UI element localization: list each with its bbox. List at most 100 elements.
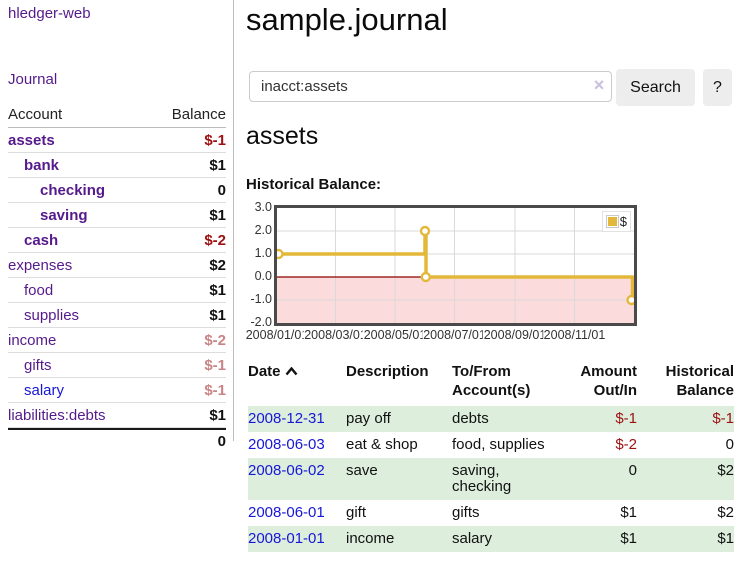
gridlines [277, 208, 634, 323]
transaction-description: gift [346, 504, 367, 521]
account-link[interactable]: gifts [24, 356, 52, 374]
account-balance: $-1 [204, 381, 226, 399]
account-link[interactable]: food [24, 281, 54, 299]
transaction-balance: $2 [717, 504, 734, 521]
account-column-header: To/From Account(s) [452, 363, 531, 399]
x-axis-tick: 2008/03/01 [303, 328, 368, 342]
account-balance: $-1 [204, 356, 226, 374]
account-row-assets: assets $-1 [8, 128, 226, 153]
transaction-balance: 0 [725, 436, 734, 453]
transaction-amount: $-1 [615, 410, 637, 427]
account-row-checking: checking 0 [8, 178, 226, 203]
balance-column-header: Historical Balance [665, 363, 734, 399]
account-balance: $1 [209, 306, 226, 324]
account-balance: $-1 [204, 131, 226, 149]
account-link[interactable]: salary [24, 381, 65, 399]
transaction-accounts: salary [452, 530, 493, 547]
transaction-row: 2008-06-02 save saving, checking 0 $2 [248, 458, 734, 500]
sidebar-divider [233, 0, 234, 441]
transactions-header-row: Date Description To/From Account(s) Amou… [248, 360, 734, 406]
account-balance: $-2 [204, 331, 226, 349]
account-balance: $-2 [204, 231, 226, 249]
transaction-accounts: debts [452, 410, 489, 427]
y-axis-tick: -2.0 [250, 315, 272, 329]
account-link[interactable]: cash [24, 231, 59, 249]
chart-title: Historical Balance: [246, 176, 382, 193]
transaction-row: 2008-12-31 pay off debts $-1 $-1 [248, 406, 734, 432]
app-title-link[interactable]: hledger-web [8, 5, 91, 22]
search-button[interactable]: Search [616, 69, 695, 106]
account-balance: $2 [209, 256, 226, 274]
transaction-date-link[interactable]: 2008-06-03 [248, 436, 325, 453]
account-link[interactable]: expenses [8, 256, 73, 274]
legend-label: $ [619, 214, 627, 229]
account-balance: $1 [209, 281, 226, 299]
date-column-header[interactable]: Date [248, 360, 346, 406]
transactions-table: Date Description To/From Account(s) Amou… [248, 360, 734, 552]
sidebar-item-journal[interactable]: Journal [8, 71, 58, 88]
account-balance: 0 [217, 181, 226, 199]
accounts-header-row: Account Balance [8, 101, 226, 128]
account-balance: $1 [209, 206, 226, 224]
transaction-balance: $1 [717, 530, 734, 547]
clear-search-icon[interactable]: × [593, 75, 605, 95]
transaction-balance: $-1 [712, 410, 734, 427]
legend-swatch-icon [605, 215, 619, 228]
account-row-income: income $-2 [8, 328, 226, 353]
amount-column-header: Amount Out/In [580, 363, 637, 399]
account-heading: assets [246, 122, 319, 150]
account-link[interactable]: assets [8, 131, 55, 149]
account-row-saving: saving $1 [8, 203, 226, 228]
y-axis-tick: 2.0 [254, 223, 272, 237]
transaction-row: 2008-06-03 eat & shop food, supplies $-2… [248, 432, 734, 458]
transaction-date-link[interactable]: 2008-01-01 [248, 530, 325, 547]
account-row-cash: cash $-2 [8, 228, 226, 253]
sort-ascending-icon [285, 362, 298, 381]
transaction-description: eat & shop [346, 436, 418, 453]
accounts-sidebar: Account Balance assets $-1 bank $1 check… [8, 101, 226, 452]
help-button[interactable]: ? [703, 69, 732, 106]
account-link[interactable]: supplies [24, 306, 80, 324]
transaction-date-link[interactable]: 2008-06-01 [248, 504, 325, 521]
page-title: sample.journal [246, 2, 448, 37]
y-axis-tick: 0.0 [254, 269, 272, 283]
description-column-header: Description [346, 363, 429, 380]
balance-column-header: Balance [171, 105, 226, 123]
account-column-header: Account [8, 105, 63, 123]
account-row-supplies: supplies $1 [8, 303, 226, 328]
accounts-total-row: 0 [8, 428, 226, 452]
account-row-food: food $1 [8, 278, 226, 303]
account-row-expenses: expenses $2 [8, 253, 226, 278]
transaction-amount: $-2 [615, 436, 637, 453]
transaction-accounts: saving, checking [452, 462, 512, 495]
transaction-description: income [346, 530, 395, 547]
account-row-bank: bank $1 [8, 153, 226, 178]
x-axis-tick: 2008/07/01 [422, 328, 487, 342]
transaction-date-link[interactable]: 2008-06-02 [248, 462, 325, 479]
account-balance: $1 [209, 156, 226, 174]
transaction-description: pay off [346, 410, 391, 427]
y-axis-tick: -1.0 [250, 292, 272, 306]
account-link[interactable]: checking [40, 181, 106, 199]
account-row-gifts: gifts $-1 [8, 353, 226, 378]
transaction-row: 2008-01-01 income salary $1 $1 [248, 526, 734, 552]
account-link[interactable]: liabilities:debts [8, 406, 106, 424]
transaction-amount: 0 [628, 462, 637, 479]
accounts-total-value: 0 [217, 432, 226, 450]
x-axis-tick: 2008/05/01 [362, 328, 428, 342]
transaction-description: save [346, 462, 378, 479]
historical-balance-chart: 3.0 2.0 1.0 0.0 -1.0 -2.0 [244, 200, 734, 342]
account-link[interactable]: saving [40, 206, 88, 224]
transaction-row: 2008-06-01 gift gifts $1 $2 [248, 500, 734, 526]
account-balance: $1 [209, 406, 226, 424]
account-link[interactable]: income [8, 331, 57, 349]
y-axis-tick: 1.0 [254, 246, 272, 260]
y-axis-tick: 3.0 [254, 200, 272, 214]
transaction-amount: $1 [620, 530, 637, 547]
chart-legend: $ [601, 211, 631, 232]
transaction-date-link[interactable]: 2008-12-31 [248, 410, 325, 427]
account-link[interactable]: bank [24, 156, 60, 174]
transaction-accounts: gifts [452, 504, 480, 521]
transaction-balance: $2 [717, 462, 734, 479]
search-input[interactable] [249, 71, 612, 102]
